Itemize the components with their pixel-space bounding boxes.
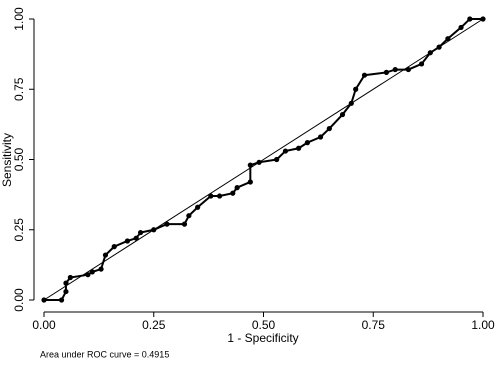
roc-point xyxy=(195,204,201,210)
roc-point xyxy=(151,227,157,233)
x-tick-label: 0.00 xyxy=(32,318,56,332)
roc-point xyxy=(133,235,139,241)
roc-point xyxy=(124,238,131,244)
roc-point xyxy=(304,140,310,146)
roc-point xyxy=(405,66,411,73)
roc-point xyxy=(458,24,464,31)
roc-point xyxy=(58,297,65,303)
roc-point xyxy=(383,69,390,75)
roc-point xyxy=(63,280,69,286)
roc-point xyxy=(85,272,91,278)
roc-point xyxy=(89,269,95,275)
roc-point xyxy=(98,266,104,272)
roc-point xyxy=(63,288,69,295)
y-tick-label: 0.50 xyxy=(12,147,26,171)
roc-point xyxy=(137,229,144,236)
x-tick-label: 0.75 xyxy=(362,318,386,332)
roc-point xyxy=(181,221,188,227)
y-tick-label: 0.00 xyxy=(12,288,26,312)
y-tick-label: 0.75 xyxy=(12,77,26,101)
x-axis-label: 1 - Specificity xyxy=(227,331,298,345)
annotation: Area under ROC curve = 0.4915 xyxy=(40,349,169,359)
roc-point xyxy=(217,193,223,199)
roc-point xyxy=(427,50,433,56)
roc-point xyxy=(445,36,451,42)
roc-point xyxy=(111,244,117,250)
roc-point xyxy=(41,297,47,303)
roc-point xyxy=(317,134,324,140)
x-tick-label: 0.50 xyxy=(252,318,276,332)
reference-line xyxy=(43,18,484,301)
roc-point xyxy=(467,16,473,22)
roc-point xyxy=(296,145,302,151)
roc-point xyxy=(164,221,170,227)
y-tick-label: 1.00 xyxy=(12,7,26,31)
roc-point xyxy=(247,179,253,185)
roc-point xyxy=(282,148,289,154)
roc-point xyxy=(208,193,214,199)
roc-point xyxy=(339,111,346,118)
x-tick-label: 1.00 xyxy=(471,318,495,332)
x-tick-label: 0.25 xyxy=(142,318,166,332)
roc-point xyxy=(256,159,262,165)
roc-point xyxy=(326,125,332,132)
roc-point xyxy=(234,185,240,191)
roc-point xyxy=(418,61,425,67)
roc-point xyxy=(67,274,73,281)
roc-point xyxy=(480,16,486,22)
roc-point xyxy=(392,66,398,73)
roc-point xyxy=(186,213,192,219)
y-axis-label: Sensitivity xyxy=(0,133,14,187)
y-tick-label: 0.25 xyxy=(12,218,26,242)
roc-point xyxy=(361,72,368,78)
roc-point xyxy=(102,252,109,258)
roc-point xyxy=(247,162,253,168)
roc-point xyxy=(274,156,280,163)
roc-point xyxy=(436,44,442,50)
roc-point xyxy=(230,190,236,196)
roc-point xyxy=(348,100,354,106)
roc-point xyxy=(353,86,359,92)
